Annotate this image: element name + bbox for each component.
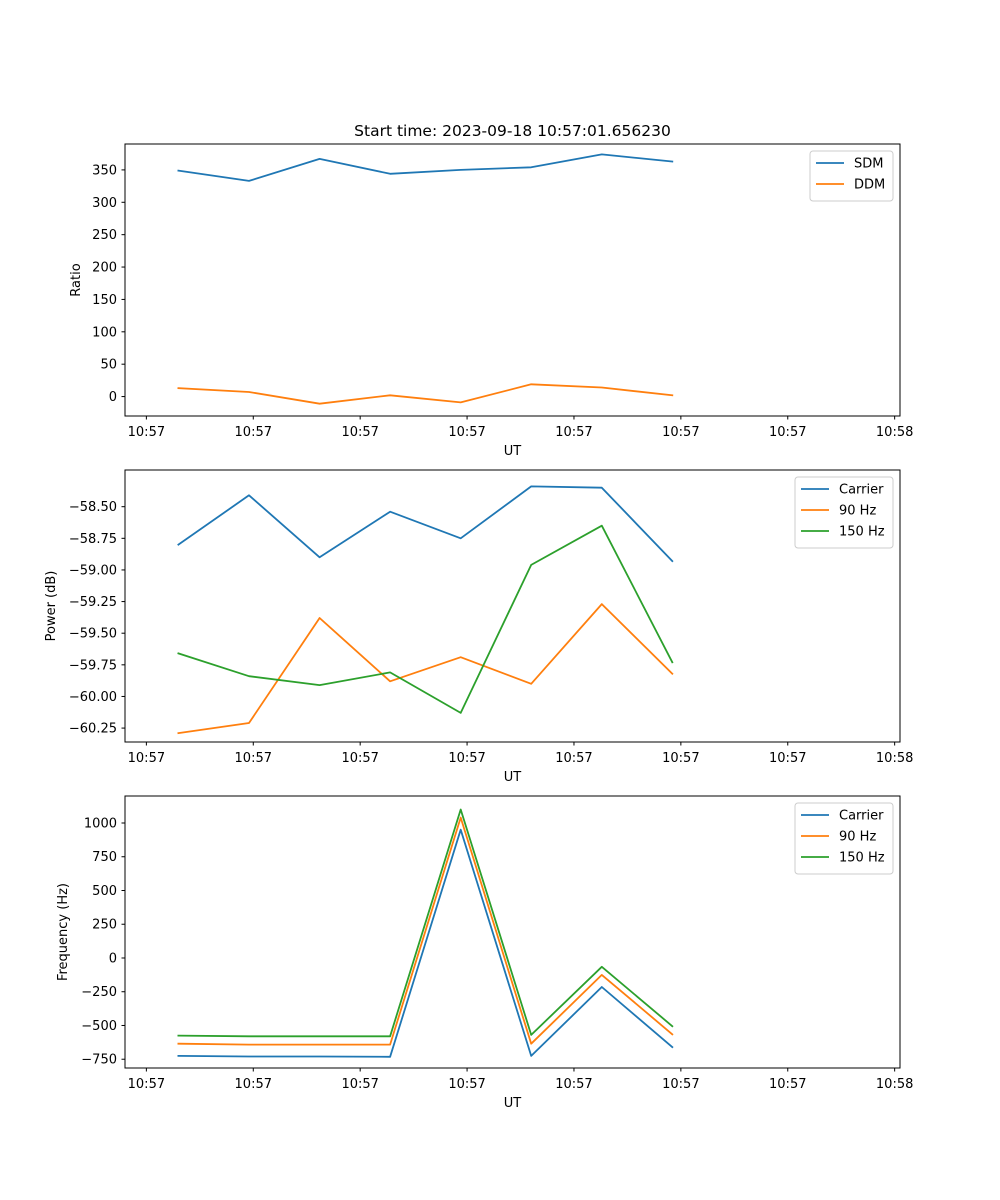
y-tick-label: −58.75: [69, 532, 117, 547]
legend: SDM DDM: [809, 150, 894, 202]
y-axis-label: Ratio: [69, 263, 84, 296]
legend-label: 90 Hz: [839, 504, 876, 519]
legend: Carrier 90 Hz 150 Hz: [794, 476, 894, 549]
y-axis-label: Power (dB): [44, 571, 59, 642]
series-line-sdm: [177, 153, 674, 182]
y-tick-label: 250: [92, 918, 117, 933]
series-line-150-hz: [177, 808, 674, 1038]
x-tick-label: 10:57: [235, 751, 272, 766]
plot-frame: [124, 795, 901, 1069]
legend-label: 150 Hz: [839, 851, 885, 866]
x-tick-label: 10:57: [128, 751, 165, 766]
y-tick-label: −60.00: [69, 690, 117, 705]
x-axis-label: UT: [504, 444, 522, 459]
series-line-carrier: [177, 485, 674, 563]
y-tick-label: 750: [92, 850, 117, 865]
y-tick-label: 150: [92, 293, 117, 308]
x-tick-label: 10:57: [662, 1077, 699, 1092]
series-line-150-hz: [177, 524, 674, 714]
chart-title: Start time: 2023-09-18 10:57:01.656230: [354, 122, 671, 140]
legend-label: 90 Hz: [839, 830, 876, 845]
y-tick-label: 0: [109, 951, 117, 966]
x-tick-label: 10:57: [555, 425, 592, 440]
x-tick-label: 10:57: [235, 425, 272, 440]
x-axis-label: UT: [504, 1096, 522, 1111]
subplot-3: 10:57 10:57 10:57 10:57 10:57 10:57 10:57 10:58…: [56, 795, 913, 1111]
x-tick-label: 10:57: [448, 751, 485, 766]
x-axis-label: UT: [504, 770, 522, 785]
y-tick-label: −59.00: [69, 563, 117, 578]
x-tick-label: 10:57: [769, 751, 806, 766]
x-tick-label: 10:57: [128, 1077, 165, 1092]
x-tick-label: 10:57: [769, 1077, 806, 1092]
x-tick-label: 10:57: [341, 751, 378, 766]
x-tick-label: 10:58: [876, 1077, 913, 1092]
y-tick-label: −59.75: [69, 658, 117, 673]
y-tick-label: 100: [92, 325, 117, 340]
y-axis-label: Frequency (Hz): [56, 883, 71, 981]
y-tick-label: −250: [81, 985, 117, 1000]
legend: Carrier 90 Hz 150 Hz: [794, 802, 894, 875]
subplot-2: 10:57 10:57 10:57 10:57 10:57 10:57 10:57 10:58…: [44, 469, 913, 785]
y-tick-label: 250: [92, 228, 117, 243]
y-tick-label: 350: [92, 163, 117, 178]
subplot-1: 10:57 10:57 10:57 10:57 10:57 10:57 10:57 10:58…: [69, 122, 913, 459]
y-tick-label: −500: [81, 1019, 117, 1034]
y-tick-label: 500: [92, 884, 117, 899]
x-tick-label: 10:57: [341, 425, 378, 440]
y-tick-label: −58.50: [69, 500, 117, 515]
x-tick-label: 10:57: [555, 1077, 592, 1092]
series-line-carrier: [177, 828, 674, 1058]
legend-label: Carrier: [839, 809, 884, 824]
x-tick-label: 10:57: [341, 1077, 378, 1092]
x-tick-label: 10:57: [769, 425, 806, 440]
series-line-90-hz: [177, 603, 674, 735]
x-tick-label: 10:58: [876, 425, 913, 440]
x-tick-label: 10:57: [235, 1077, 272, 1092]
x-tick-label: 10:57: [662, 425, 699, 440]
y-tick-label: 1000: [84, 816, 117, 831]
legend-label: SDM: [854, 157, 883, 172]
x-tick-label: 10:57: [662, 751, 699, 766]
x-tick-label: 10:57: [448, 425, 485, 440]
legend-label: 150 Hz: [839, 525, 885, 540]
legend-label: Carrier: [839, 483, 884, 498]
series-line-ddm: [177, 383, 674, 405]
x-tick-label: 10:58: [876, 751, 913, 766]
y-tick-label: −59.50: [69, 627, 117, 642]
y-tick-label: 0: [109, 390, 117, 405]
y-tick-label: 50: [100, 358, 117, 373]
y-tick-label: 200: [92, 261, 117, 276]
x-tick-label: 10:57: [128, 425, 165, 440]
legend-label: DDM: [854, 178, 885, 193]
y-tick-label: −59.25: [69, 595, 117, 610]
plot-frame: [124, 143, 901, 417]
plot-frame: [124, 469, 901, 743]
y-tick-label: 300: [92, 196, 117, 211]
y-tick-label: −60.25: [69, 722, 117, 737]
y-tick-label: −750: [81, 1053, 117, 1068]
x-tick-label: 10:57: [448, 1077, 485, 1092]
series-line-90-hz: [177, 816, 674, 1046]
x-tick-label: 10:57: [555, 751, 592, 766]
